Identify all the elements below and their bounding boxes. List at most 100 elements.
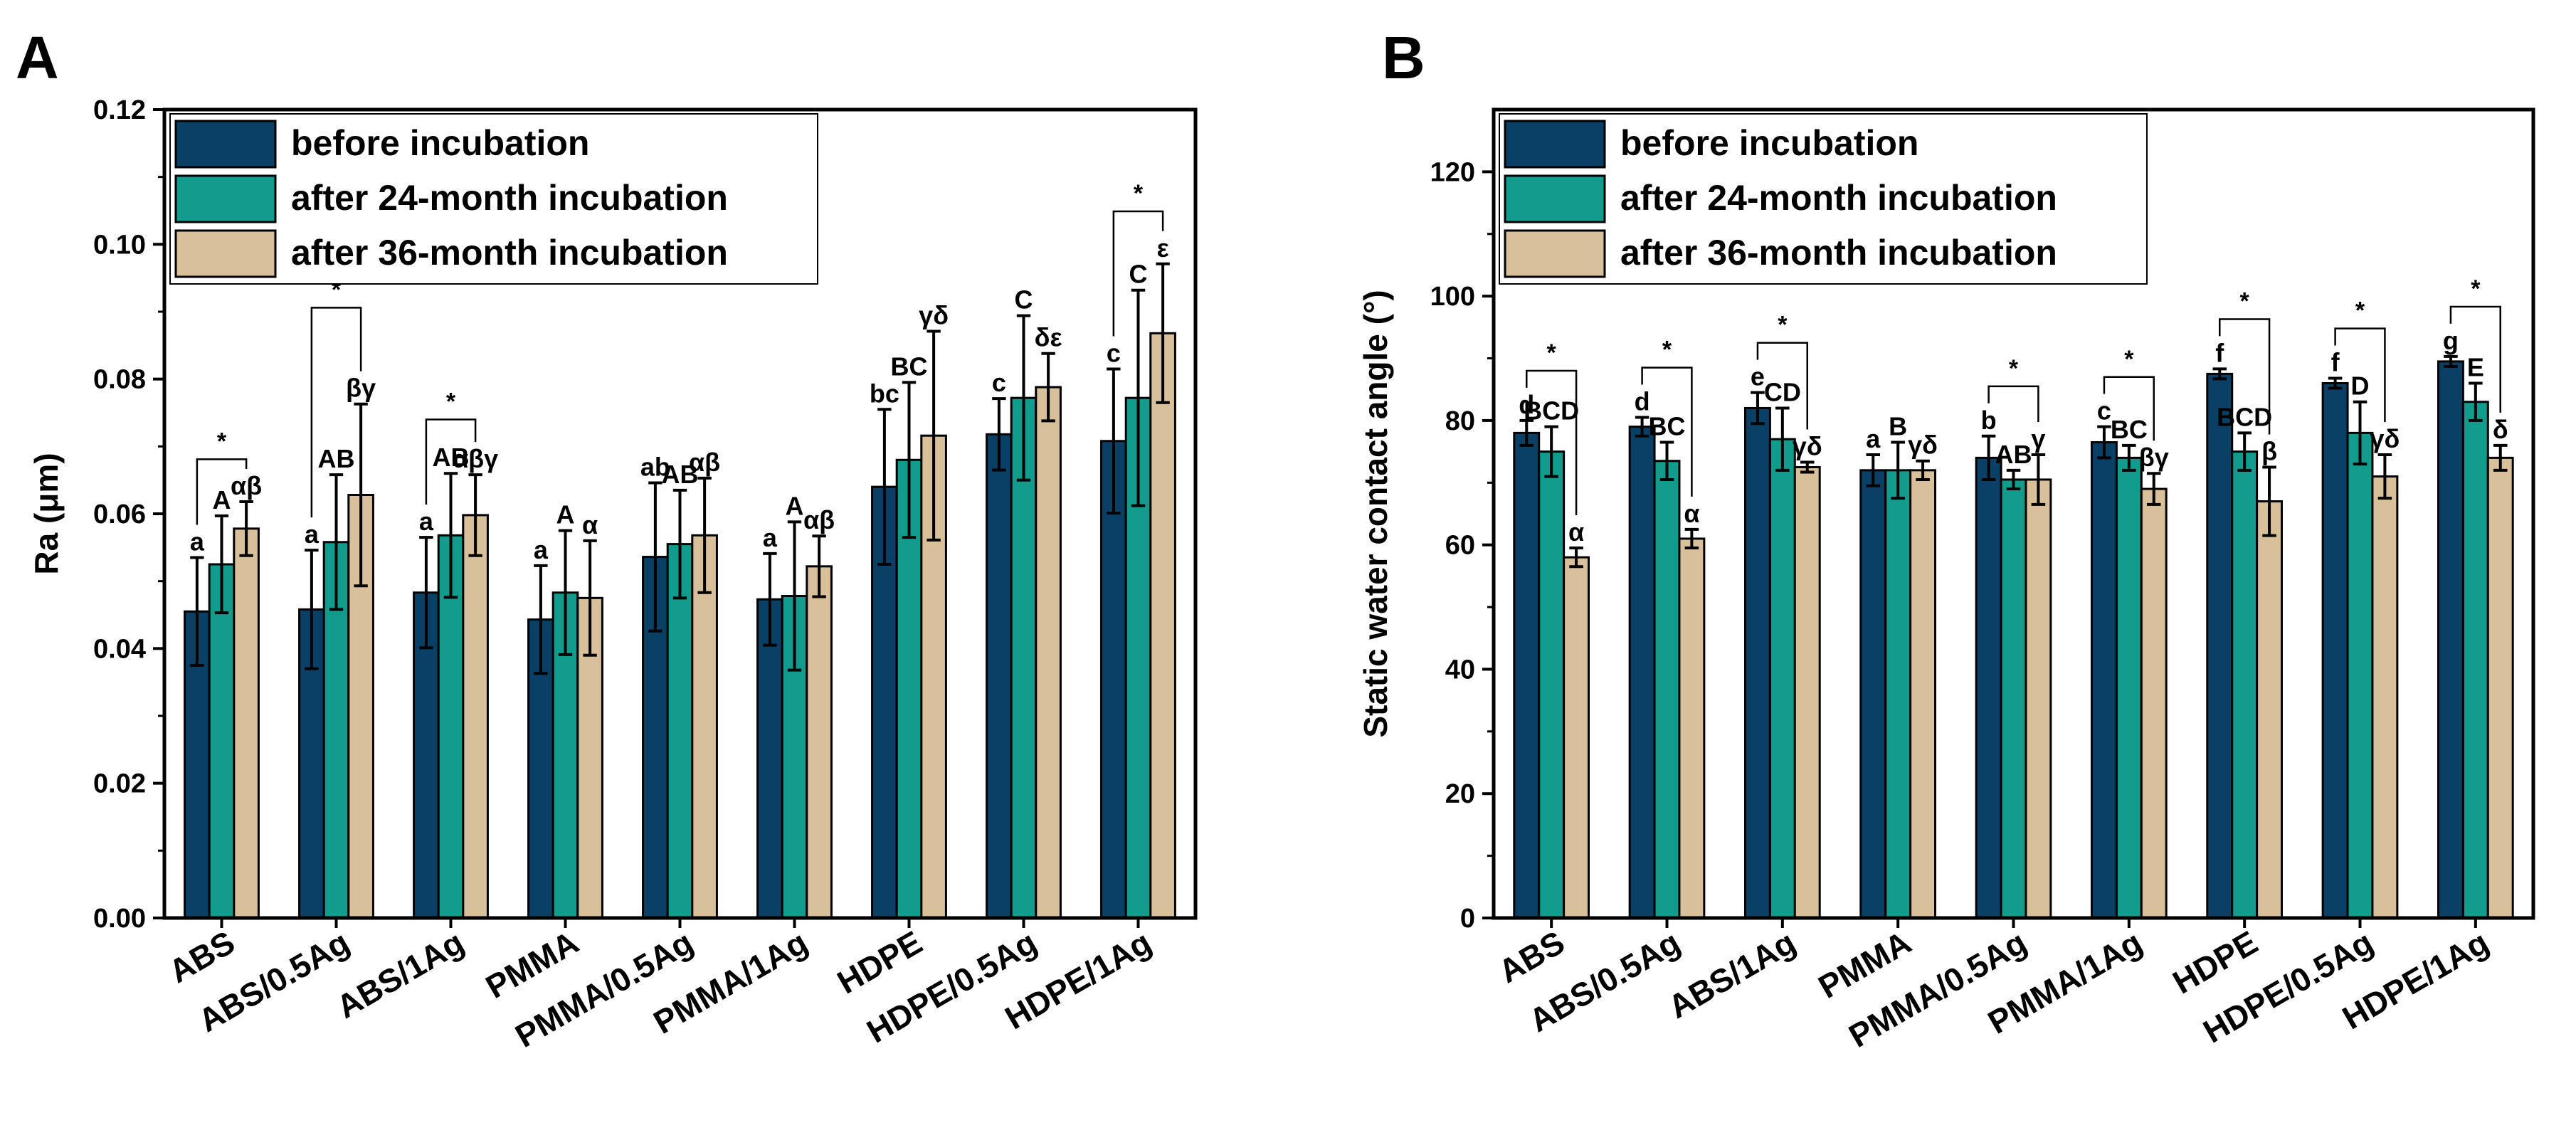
panel-a-letter: A bbox=[16, 24, 59, 91]
panel-a-group-label: A bbox=[556, 500, 575, 529]
panel-a-legend-label: before incubation bbox=[291, 123, 589, 163]
panel-a-group-label: αβ bbox=[231, 471, 262, 500]
panel-a-group-label: A bbox=[213, 485, 231, 514]
panel-b-legend-label: before incubation bbox=[1620, 123, 1918, 163]
panel-b-bar bbox=[2437, 360, 2464, 919]
panel-b-group-label: f bbox=[2331, 348, 2340, 377]
panel-a-category-label: ABS/1Ag bbox=[330, 924, 470, 1025]
panel-a-legend-swatch bbox=[174, 174, 277, 223]
panel-a-ytick-label: 0.12 bbox=[93, 95, 146, 125]
panel-b-bar bbox=[1653, 460, 1681, 919]
panel-b-category-label: ABS bbox=[1492, 924, 1571, 991]
panel-b-ytick-label: 120 bbox=[1430, 157, 1475, 187]
panel-a-ytick-label: 0.04 bbox=[93, 634, 146, 664]
panel-b-group-label: E bbox=[2467, 352, 2484, 381]
panel-b-significance-star: * bbox=[1662, 337, 1672, 364]
panel-b-letter: B bbox=[1382, 24, 1425, 91]
panel-b-group-label: a bbox=[1866, 424, 1881, 453]
panel-b-category-label: ABS/1Ag bbox=[1662, 924, 1801, 1025]
panel-b-bar bbox=[2346, 431, 2374, 919]
panel-b-bar bbox=[2486, 456, 2514, 919]
panel-b-ytick-label: 20 bbox=[1445, 779, 1475, 809]
panel-b-group-label: D bbox=[2351, 371, 2370, 401]
panel-a-group-label: a bbox=[305, 519, 320, 549]
panel-b-bar bbox=[1884, 469, 1912, 919]
panel-b-group-label: e bbox=[1751, 362, 1765, 391]
panel-b-bar bbox=[1538, 450, 1566, 919]
panel-b-bar bbox=[1975, 456, 2002, 919]
panel-b-significance-star: * bbox=[2471, 275, 2481, 302]
panel-b-group-label: γδ bbox=[2370, 424, 2400, 453]
panel-b-bar bbox=[2256, 500, 2284, 919]
panel-b-significance-bracket bbox=[1988, 385, 2039, 422]
panel-b-group-label: B bbox=[1889, 412, 1907, 441]
panel-a-legend-swatch bbox=[174, 229, 277, 278]
panel-a-bar bbox=[1010, 396, 1038, 919]
panel-b-bar bbox=[2115, 456, 2143, 919]
panel-a-bar bbox=[233, 527, 260, 919]
panel-b-group-label: γδ bbox=[1793, 431, 1822, 460]
panel-b-group-label: b bbox=[1981, 406, 1997, 435]
panel-b-chart: 0 20 40 60 80 100 120 Static water contact angl… bbox=[1357, 107, 2535, 1055]
panel-b-legend-label: after 36-month incubation bbox=[1620, 233, 2057, 273]
panel-a-group-label: ab bbox=[640, 452, 670, 481]
panel-b-bar bbox=[1768, 438, 1796, 919]
panel-a-group-label: a bbox=[419, 507, 434, 536]
panel-a-group-label: C bbox=[1015, 285, 1033, 315]
panel-a-significance-bracket bbox=[1112, 210, 1164, 337]
panel-b-group-label: BC bbox=[1649, 412, 1686, 441]
panel-b-group-label: α bbox=[1684, 499, 1699, 528]
panel-b-group-label: βγ bbox=[2139, 443, 2169, 472]
panel-a-ytick-label: 0.06 bbox=[93, 500, 146, 529]
panel-a-significance-star: * bbox=[446, 388, 456, 415]
panel-b-bar bbox=[1563, 556, 1590, 919]
panel-a-group-label: bc bbox=[870, 379, 899, 408]
panel-a-group-label: βγ bbox=[346, 374, 376, 403]
panel-a-group-label: c bbox=[992, 368, 1006, 397]
panel-b-legend-box bbox=[1499, 113, 2148, 285]
panel-b-group-label: c bbox=[2097, 396, 2111, 426]
panel-a-bar bbox=[666, 543, 694, 919]
panel-b-group-label: δ bbox=[2493, 415, 2508, 444]
panel-a-significance-bracket bbox=[196, 458, 248, 525]
panel-a-bar bbox=[986, 433, 1013, 919]
panel-b-group-label: BCD bbox=[1524, 396, 1579, 426]
panel-b-ytick-label: 40 bbox=[1445, 655, 1475, 685]
panel-a-group-label: BC bbox=[891, 352, 928, 381]
panel-a-group-label: AB bbox=[318, 444, 355, 473]
panel-a-ytick-label: 0.02 bbox=[93, 769, 146, 799]
panel-b-legend-swatch bbox=[1504, 120, 1606, 169]
panel-a-legend-label: after 24-month incubation bbox=[291, 178, 728, 218]
panel-b-ytick-label: 0 bbox=[1460, 904, 1475, 934]
panel-a-group-label: αβ bbox=[803, 505, 835, 534]
panel-b-ytick-label: 60 bbox=[1445, 531, 1475, 561]
panel-b-group-label: f bbox=[2215, 338, 2224, 367]
panel-b-ytick-label: 100 bbox=[1430, 282, 1475, 312]
panel-a-legend-box bbox=[169, 113, 818, 285]
panel-a-group-label: δε bbox=[1035, 323, 1062, 352]
panel-a-group-label: a bbox=[534, 535, 549, 564]
panel-b-bar bbox=[1678, 537, 1706, 919]
panel-b-group-label: BCD bbox=[2217, 402, 2272, 431]
panel-a-group-label: A bbox=[786, 491, 804, 520]
panel-a-y-axis-title: Ra (μm) bbox=[28, 453, 65, 574]
panel-b-group-label: AB bbox=[1995, 440, 2032, 469]
panel-a-group-label: γδ bbox=[919, 300, 949, 329]
panel-a-significance-star: * bbox=[1134, 180, 1144, 207]
panel-b-significance-bracket bbox=[2103, 376, 2155, 441]
panel-a-group-label: a bbox=[190, 527, 205, 556]
panel-a-bar bbox=[208, 563, 236, 919]
panel-a-legend-label: after 36-month incubation bbox=[291, 233, 728, 273]
panel-b-y-axis-title: Static water contact angle (°) bbox=[1357, 290, 1394, 737]
panel-a-category-label: ABS bbox=[162, 924, 241, 991]
panel-b-bar bbox=[2025, 478, 2052, 919]
panel-a-significance-bracket bbox=[425, 418, 477, 505]
panel-a-group-label: a bbox=[763, 523, 778, 552]
panel-a-significance-star: * bbox=[217, 428, 227, 455]
panel-a-bar bbox=[756, 598, 783, 919]
panel-b-significance-star: * bbox=[2009, 355, 2019, 382]
panel-a-bar bbox=[1100, 440, 1127, 919]
panel-a-group-label: AB bbox=[662, 460, 699, 489]
